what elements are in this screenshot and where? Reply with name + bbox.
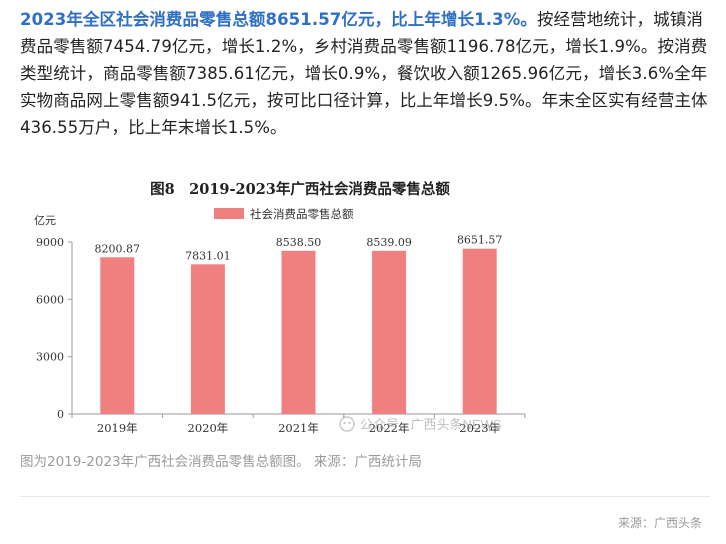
y-tick-label: 3000 <box>36 351 64 364</box>
bar <box>281 250 316 414</box>
figure-caption: 图为2019-2023年广西社会消费品零售总额图。 来源：广西统计局 <box>20 454 422 470</box>
watermark-text: 公众号 · 广西头条NEWS <box>360 417 502 432</box>
y-axis-label: 亿元 <box>34 214 56 227</box>
article-body: 按经营地统计，城镇消费品零售额7454.79亿元，增长1.2%，乡村消费品零售额… <box>20 10 708 137</box>
legend-label: 社会消费品零售总额 <box>250 207 354 221</box>
x-tick-label: 2020年 <box>188 421 229 435</box>
chart-figure: 图8 2019-2023年广西社会消费品零售总额社会消费品零售总额亿元 0 3000… <box>20 162 580 442</box>
y-tick-label: 0 <box>57 408 64 421</box>
x-tick-label: 2022年 <box>369 421 410 435</box>
data-label: 7831.01 <box>185 249 231 262</box>
x-tick-label: 2023年 <box>459 421 500 435</box>
chart-title: 图8 2019-2023年广西社会消费品零售总额 <box>150 180 450 198</box>
article-headline: 2023年全区社会消费品零售总额8651.57亿元，比上年增长1.3%。 <box>20 10 537 29</box>
divider <box>20 496 710 497</box>
y-tick-label: 9000 <box>36 236 64 249</box>
bar <box>100 257 135 414</box>
data-label: 8200.87 <box>95 242 141 255</box>
legend-swatch <box>214 208 244 219</box>
x-tick-label: 2021年 <box>278 421 319 435</box>
y-tick-label: 6000 <box>36 293 64 306</box>
source-footer: 来源：广西头条 <box>617 516 702 530</box>
x-tick-label: 2019年 <box>97 421 138 435</box>
data-label: 8538.50 <box>276 236 322 249</box>
bar <box>372 250 407 414</box>
data-label: 8651.57 <box>457 234 503 247</box>
watermark: 公众号 · 广西头条NEWS <box>339 416 502 432</box>
data-label: 8539.09 <box>366 236 412 249</box>
article-paragraph: 2023年全区社会消费品零售总额8651.57亿元，比上年增长1.3%。按经营地… <box>20 6 710 141</box>
bar <box>190 264 225 414</box>
bar <box>462 248 497 414</box>
